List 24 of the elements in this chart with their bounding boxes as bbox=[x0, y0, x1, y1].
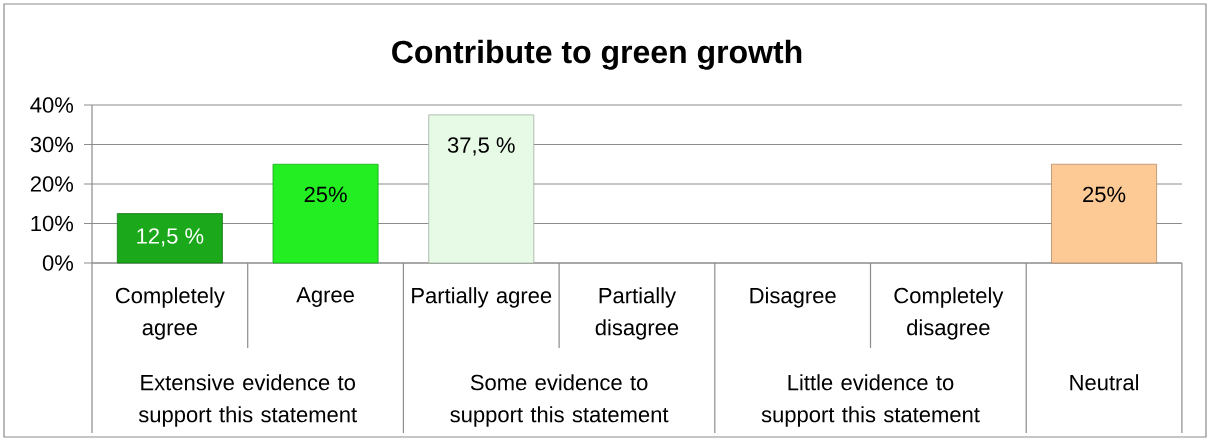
text: Extensive evidence to support this statement bbox=[138, 374, 357, 427]
bar bbox=[116, 213, 223, 264]
bar bbox=[272, 163, 379, 264]
data-label: 25% bbox=[304, 186, 347, 203]
text: Some evidence to support this statement bbox=[450, 374, 669, 427]
y-tick-label: 20% bbox=[30, 176, 74, 192]
bar bbox=[428, 114, 535, 264]
y-tick-label: 40% bbox=[30, 97, 74, 113]
y-tick-label: 10% bbox=[31, 215, 74, 232]
x-tick-label: Completely agree bbox=[115, 287, 225, 340]
x-tick-label: Partially disagree bbox=[595, 287, 679, 340]
x-tick-label: Agree bbox=[296, 287, 354, 307]
bar bbox=[1051, 163, 1157, 264]
y-tick-label: 30% bbox=[30, 136, 74, 153]
text: Neutral bbox=[1070, 374, 1139, 391]
data-label: 12,5 % bbox=[137, 228, 204, 247]
text: Little evidence to support this statement bbox=[761, 374, 980, 427]
chart-title: Contribute to green growth bbox=[392, 39, 802, 70]
x-tick-label: Disagree bbox=[750, 287, 836, 308]
data-label: 37,5 % bbox=[447, 137, 515, 156]
data-label: 25% bbox=[1083, 186, 1126, 203]
x-tick-label: Completely disagree bbox=[894, 287, 1004, 340]
x-tick-label: Partially agree bbox=[412, 287, 552, 308]
y-tick-label: 0% bbox=[42, 255, 74, 271]
